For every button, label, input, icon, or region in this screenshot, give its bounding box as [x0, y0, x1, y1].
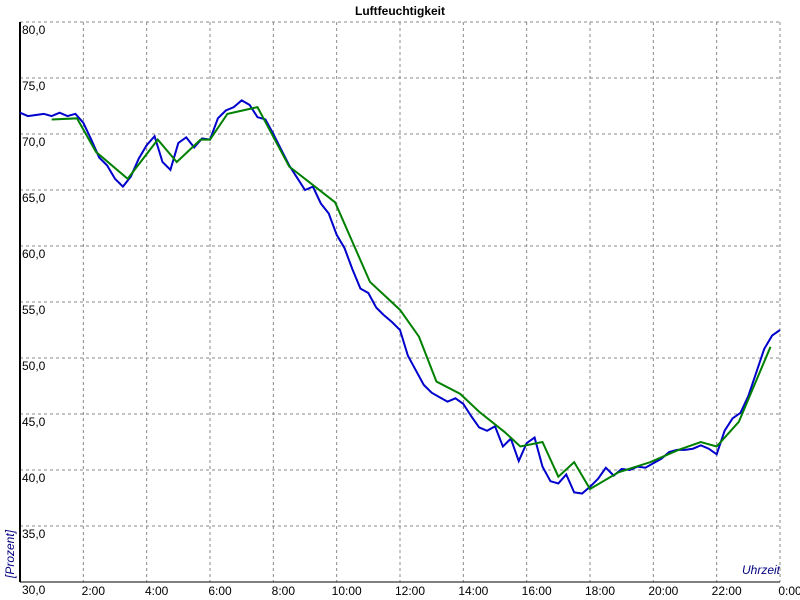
- data-line: [51, 105, 772, 491]
- y-tick-label: 80,0: [22, 23, 46, 37]
- y-axis-label: [Prozent]: [3, 529, 17, 579]
- y-tick-label: 35,0: [22, 527, 46, 541]
- x-tick-label: 14:00: [458, 584, 488, 598]
- x-axis-label: Uhrzeit: [742, 563, 781, 577]
- y-tick-label: 30,0: [22, 583, 46, 597]
- x-tick-label: 10:00: [332, 584, 362, 598]
- x-tick-label: 12:00: [395, 584, 425, 598]
- y-tick-label: 55,0: [22, 303, 46, 317]
- y-tick-label: 45,0: [22, 415, 46, 429]
- chart-title: Luftfeuchtigkeit: [355, 4, 445, 18]
- x-tick-label: 20:00: [648, 584, 678, 598]
- y-tick-label: 50,0: [22, 359, 46, 373]
- x-tick-label: 16:00: [522, 584, 552, 598]
- x-tick-label: 4:00: [145, 584, 169, 598]
- x-tick-label: 22:00: [712, 584, 742, 598]
- y-tick-label: 65,0: [22, 191, 46, 205]
- y-tick-label: 70,0: [22, 135, 46, 149]
- x-tick-label: 6:00: [208, 584, 232, 598]
- x-tick-label: 0:00: [778, 584, 800, 598]
- x-tick-label: 18:00: [585, 584, 615, 598]
- y-tick-label: 75,0: [22, 79, 46, 93]
- y-tick-label: 60,0: [22, 247, 46, 261]
- x-tick-label: 2:00: [82, 584, 106, 598]
- x-tick-label: 8:00: [272, 584, 296, 598]
- y-tick-label: 40,0: [22, 471, 46, 485]
- data-line: [19, 99, 781, 495]
